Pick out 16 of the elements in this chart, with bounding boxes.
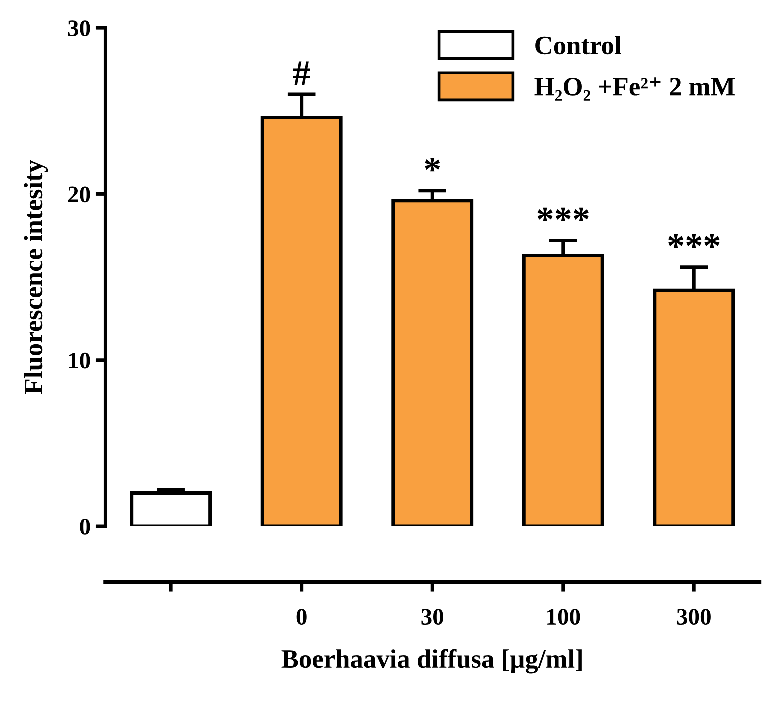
y-tick-label: 20 [68,186,90,203]
y-tick-label: 30 [68,20,90,37]
legend-label: H₂O₂ +Fe²⁺ 2 mM [534,78,735,101]
annotation: # [293,62,310,86]
annotation: *** [668,234,720,248]
x-axis-title: Boerhaavia diffusa [µg/ml] [282,649,582,674]
y-tick-label: 0 [80,518,90,535]
annotation: * [425,158,440,172]
x-tick-label: 100 [548,609,580,626]
legend-label: Control [536,36,622,55]
x-tick-label: 300 [677,609,711,626]
annotation: *** [538,208,589,222]
x-tick-label: 0 [296,609,307,626]
y-tick-label: 10 [69,352,90,369]
y-axis-title: Fluorescence intesity [24,160,48,394]
x-tick-label: 30 [422,609,444,626]
